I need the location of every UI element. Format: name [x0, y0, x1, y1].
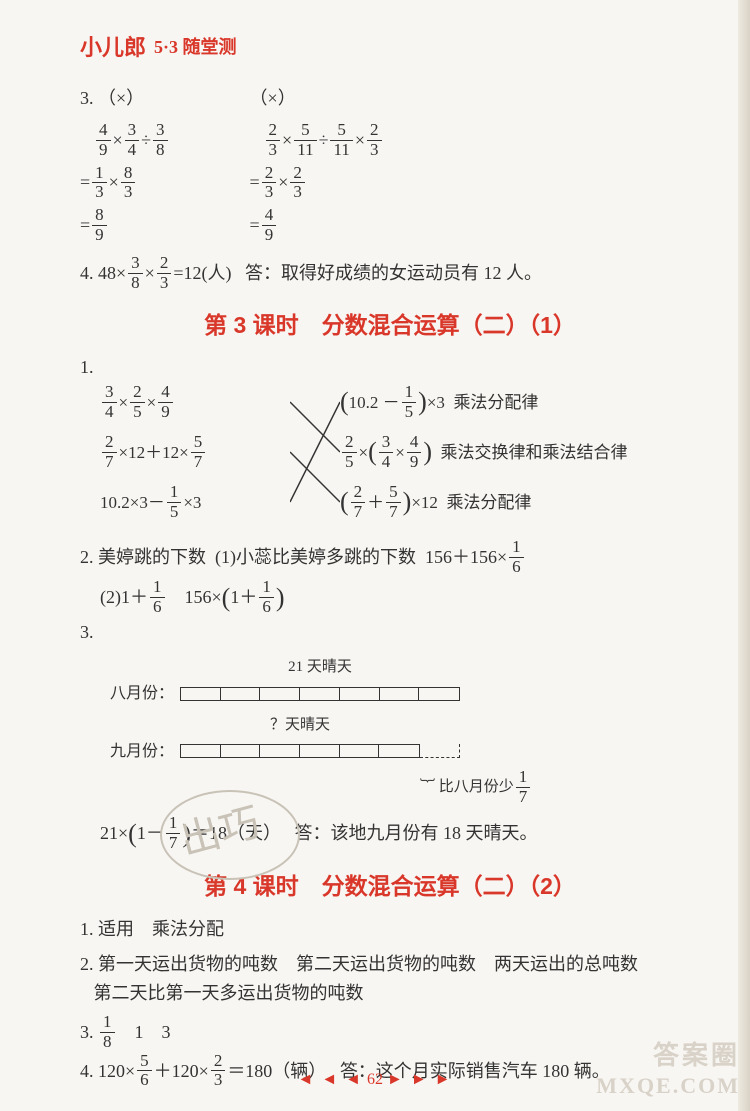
- n1: 1. 适用 乘法分配: [80, 915, 700, 944]
- m2-line1: 2. 美婷跳的下数 (1)小蕊比美婷多跳的下数 156＋156× 16: [80, 538, 700, 576]
- q3-col1: 3. （×） 49 × 34 ÷ 38 = 13 × 83 = 89: [80, 79, 170, 244]
- page-header: 小儿郎 5·3 随堂测: [80, 30, 700, 65]
- m2-line2: (2)1＋ 16 156× (1＋ 16 ): [100, 577, 700, 619]
- q3-judge2: （×）: [250, 84, 296, 113]
- m1-right-1: ((10.2 －10.2 － 15 )×3 乘法分配律: [340, 382, 700, 422]
- m3-answer: 21× (1－ 17 ) ＝18（天） 答：该地九月份有 18 天晴天。: [100, 813, 700, 855]
- m1-right-3: ( 27 ＋ 57 )×12 乘法分配律: [340, 482, 700, 522]
- q3-c1-l3: = 89: [80, 206, 170, 244]
- n2: 2. 第一天运出货物的吨数 第二天运出货物的吨数 两天运出的总吨数 第二天比第一…: [80, 950, 700, 1008]
- n3: 3. 18 1 3: [80, 1013, 700, 1051]
- m1-right-2: 25 ×( 34 × 49 ) 乘法交换律和乘法结合律: [340, 432, 700, 472]
- bar-august: [180, 687, 460, 701]
- q3-c1-l2: = 13 × 83: [80, 164, 170, 202]
- bar-september: [180, 744, 420, 758]
- section-title-2: 第 4 课时 分数混合运算（二）（2）: [80, 868, 700, 905]
- m3: 3. 21 天晴天 八月份： ？天晴天 九月份： ︸ 比八月份少 17: [80, 618, 700, 806]
- brand-logo: 小儿郎: [80, 30, 146, 65]
- m3-bottom-note: ︸ 比八月份少 17: [420, 768, 700, 806]
- q3-c2-l2: = 23 × 23: [250, 164, 384, 202]
- q3-c2-l1: 23 × 511 ÷ 511 × 23: [250, 121, 384, 159]
- question-4a: 4. 48× 38 × 23 =12(人) 答：取得好成绩的女运动员有 12 人…: [80, 254, 700, 292]
- match-lines: [290, 382, 340, 522]
- q4a-answer: 答：取得好成绩的女运动员有 12 人。: [245, 259, 542, 288]
- q3-num: 3.: [80, 84, 94, 113]
- q3-judge1: （×）: [98, 84, 144, 113]
- binding-edge: [738, 0, 750, 1111]
- brand-subtitle: 5·3 随堂测: [154, 33, 237, 62]
- m1-left-3: 10.2×3－ 15 ×3: [100, 482, 290, 522]
- section-title-1: 第 3 课时 分数混合运算（二）（1）: [80, 307, 700, 344]
- watermark-url: MXQE.COM: [596, 1068, 740, 1103]
- question-3: 3. （×） 49 × 34 ÷ 38 = 13 × 83 = 89 （×） 2…: [80, 79, 700, 244]
- q3-col2: （×） 23 × 511 ÷ 511 × 23 = 23 × 23 = 49: [250, 79, 384, 244]
- q3-c2-l3: = 49: [250, 206, 384, 244]
- m1-left-1: 34 × 25 × 49: [100, 382, 290, 422]
- m1-left-2: 27 ×12＋12× 57: [100, 432, 290, 472]
- q3-c1-l1: 49 × 34 ÷ 38: [80, 121, 170, 159]
- match-q1: 1. 34 × 25 × 49 27 ×12＋12× 57 10.2×3－ 15…: [80, 353, 700, 532]
